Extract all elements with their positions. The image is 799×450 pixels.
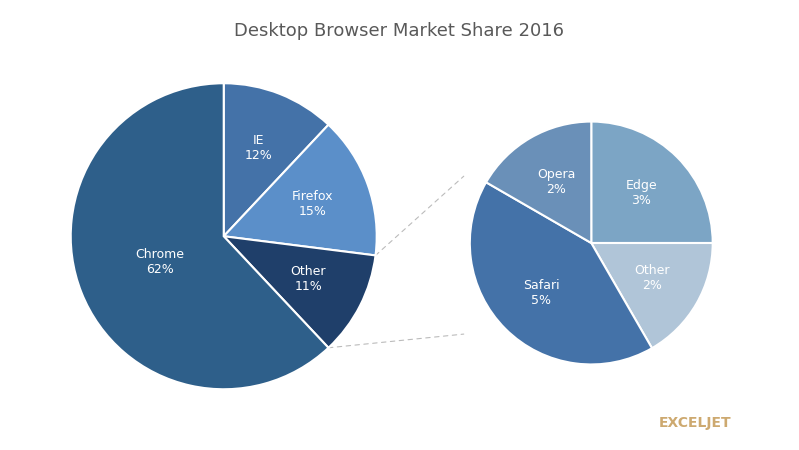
Wedge shape [591, 122, 713, 243]
Wedge shape [224, 125, 376, 256]
Wedge shape [224, 83, 328, 236]
Text: Firefox
15%: Firefox 15% [292, 190, 334, 218]
Text: Chrome
62%: Chrome 62% [135, 248, 185, 275]
Text: Desktop Browser Market Share 2016: Desktop Browser Market Share 2016 [234, 22, 565, 40]
Text: Other
2%: Other 2% [634, 264, 670, 292]
Text: Edge
3%: Edge 3% [626, 179, 657, 207]
Wedge shape [470, 182, 652, 364]
Text: Other
11%: Other 11% [291, 266, 326, 293]
Text: Safari
5%: Safari 5% [523, 279, 560, 307]
Text: EXCELJET: EXCELJET [659, 416, 731, 430]
Wedge shape [486, 122, 591, 243]
Wedge shape [224, 236, 376, 348]
Text: Opera
2%: Opera 2% [537, 168, 575, 196]
Wedge shape [71, 83, 328, 389]
Text: IE
12%: IE 12% [244, 134, 272, 162]
Wedge shape [591, 243, 713, 348]
